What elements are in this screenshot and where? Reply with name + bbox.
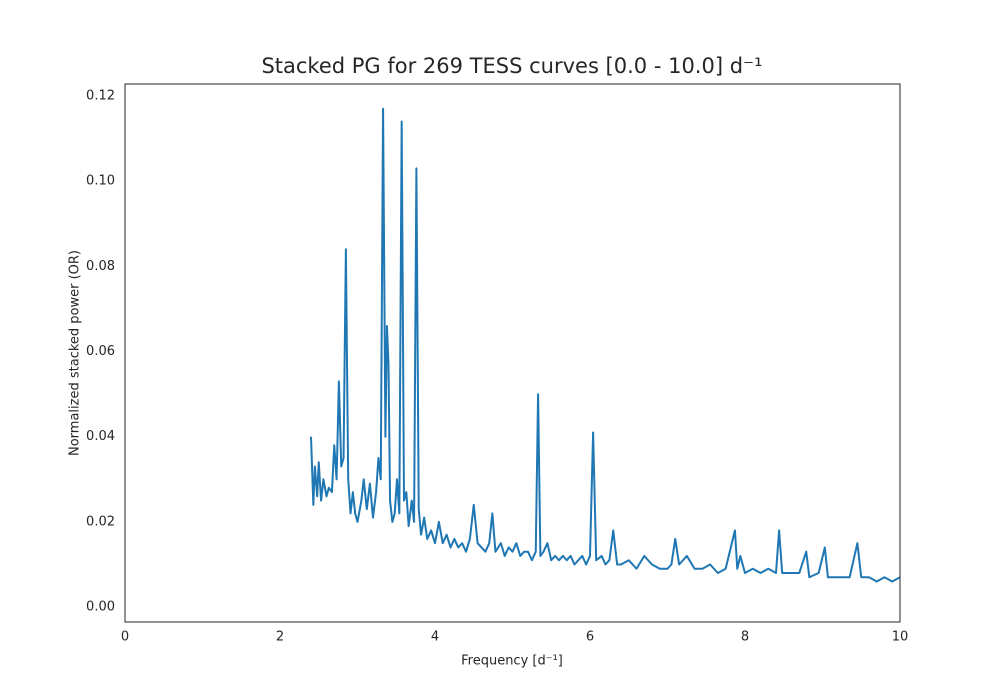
y-tick-label: 0.00 bbox=[86, 600, 115, 615]
y-axis-label: Normalized stacked power (OR) bbox=[68, 250, 83, 456]
x-tick-label: 0 bbox=[121, 630, 129, 645]
x-tick-label: 2 bbox=[276, 630, 284, 645]
x-axis-label: Frequency [d⁻¹] bbox=[461, 654, 563, 669]
y-tick-label: 0.02 bbox=[86, 514, 115, 529]
data-line bbox=[310, 107, 901, 583]
chart-title: Stacked PG for 269 TESS curves [0.0 - 10… bbox=[261, 54, 762, 78]
x-tick-label: 6 bbox=[586, 630, 594, 645]
x-tick-label: 10 bbox=[892, 630, 909, 645]
y-tick-label: 0.12 bbox=[86, 88, 115, 103]
x-tick-label: 4 bbox=[431, 630, 439, 645]
x-tick-label: 8 bbox=[741, 630, 749, 645]
y-tick-label: 0.08 bbox=[86, 259, 115, 274]
plot-frame bbox=[124, 83, 901, 623]
y-tick-label: 0.10 bbox=[86, 174, 115, 189]
y-tick-label: 0.06 bbox=[86, 344, 115, 359]
y-tick-label: 0.04 bbox=[86, 429, 115, 444]
